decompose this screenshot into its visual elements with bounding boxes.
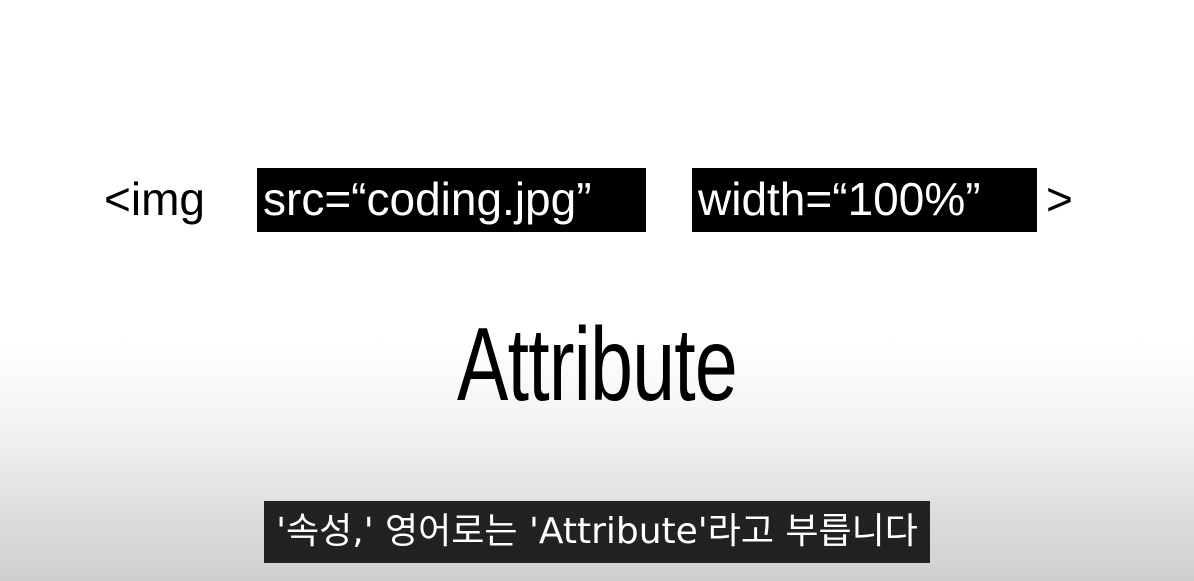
html-code-line: <img src=“coding.jpg” width=“100%” > xyxy=(0,168,1194,232)
img-tag-close: > xyxy=(1046,173,1073,225)
attribute-heading: Attribute xyxy=(457,307,738,423)
width-attribute-highlight: width=“100%” xyxy=(692,168,1037,232)
subtitle-container: '속성,' 영어로는 'Attribute'라고 부릅니다 xyxy=(0,501,1194,563)
src-attribute-highlight: src=“coding.jpg” xyxy=(257,168,646,232)
img-tag-open: <img xyxy=(104,173,205,225)
subtitle-caption: '속성,' 영어로는 'Attribute'라고 부릅니다 xyxy=(264,501,930,563)
